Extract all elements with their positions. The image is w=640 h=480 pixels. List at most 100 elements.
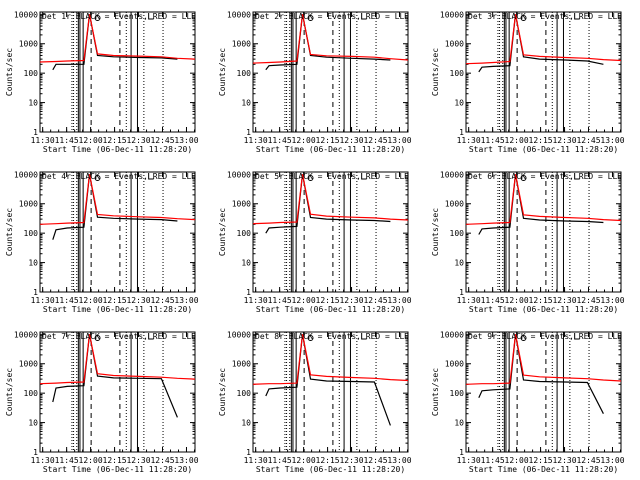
flag-circle-marker — [94, 335, 101, 341]
x-axis-label: Start Time (06-Dec-11 11:28:20) — [469, 305, 618, 314]
y-axis-label: Counts/sec — [431, 48, 440, 96]
flag-corner-marker — [361, 333, 367, 340]
y-axis-label: Counts/sec — [431, 368, 440, 416]
x-axis-label: Start Time (06-Dec-11 11:28:20) — [256, 145, 405, 154]
x-tick-label: 12:00 — [505, 136, 529, 145]
x-tick-label: 11:45 — [481, 296, 505, 305]
lld-series-line — [466, 174, 621, 225]
y-axis-label: Counts/sec — [5, 368, 14, 416]
detector-panel-9: 1 10 100 1000 10000 11:30 11:45 12:00 12:15 12:30… — [431, 330, 625, 474]
plot-frame — [252, 331, 409, 453]
data-area — [466, 12, 621, 132]
x-tick-label: 11:45 — [268, 136, 292, 145]
x-tick-label: 11:30 — [244, 296, 268, 305]
x-tick-label: 11:45 — [268, 296, 292, 305]
y-tick-label: 10000 — [227, 170, 251, 179]
y-tick-label: 10 — [28, 259, 38, 268]
x-tick-label: 13:00 — [387, 296, 411, 305]
detector-panel-6: 1 10 100 1000 10000 11:30 11:45 12:00 12:15 12:30… — [431, 170, 625, 314]
y-tick-label: 10 — [454, 259, 464, 268]
x-axis-label: Start Time (06-Dec-11 11:28:20) — [469, 465, 618, 474]
x-tick-label: 11:30 — [31, 456, 55, 465]
panel-title: Det 9r BLACK = Events, RED = LLD — [468, 332, 622, 341]
x-tick-label: 11:30 — [244, 136, 268, 145]
flag-circle-marker — [307, 15, 314, 21]
y-tick-label: 1 — [459, 128, 464, 137]
y-tick-label: 10 — [241, 259, 251, 268]
detector-panel-8: 1 10 100 1000 10000 11:30 11:45 12:00 12:15 12:30… — [218, 330, 412, 474]
x-tick-label: 11:45 — [55, 136, 79, 145]
data-area — [40, 332, 195, 452]
x-tick-label: 12:45 — [363, 136, 387, 145]
x-tick-label: 11:30 — [31, 136, 55, 145]
y-tick-label: 10000 — [227, 10, 251, 19]
x-tick-label: 11:45 — [268, 456, 292, 465]
panel-title: Det 8r BLACK = Events, RED = LLD — [255, 332, 409, 341]
x-tick-label: 13:00 — [600, 456, 624, 465]
x-axis-label: Start Time (06-Dec-11 11:28:20) — [43, 305, 192, 314]
x-axis-label: Start Time (06-Dec-11 11:28:20) — [256, 305, 405, 314]
flag-corner-marker — [361, 173, 367, 180]
y-tick-label: 10000 — [440, 10, 464, 19]
plot-frame — [39, 11, 196, 133]
x-tick-label: 13:00 — [387, 456, 411, 465]
lld-series-line — [253, 334, 408, 385]
x-tick-label: 12:00 — [292, 296, 316, 305]
x-tick-label: 11:30 — [31, 296, 55, 305]
lld-series-line — [253, 174, 408, 225]
x-tick-label: 12:15 — [316, 456, 340, 465]
flag-corner-marker — [574, 13, 580, 20]
flag-circle-marker — [520, 335, 527, 341]
y-tick-label: 10 — [454, 99, 464, 108]
flag-circle-marker — [94, 175, 101, 181]
x-tick-label: 12:45 — [576, 136, 600, 145]
x-tick-label: 12:30 — [339, 296, 363, 305]
y-tick-label: 10 — [241, 99, 251, 108]
x-tick-label: 12:30 — [552, 456, 576, 465]
flag-circle-marker — [307, 335, 314, 341]
x-tick-label: 12:45 — [150, 296, 174, 305]
y-tick-label: 10 — [454, 419, 464, 428]
x-tick-label: 13:00 — [600, 296, 624, 305]
detector-panel-2: 1 10 100 1000 10000 11:30 11:45 12:00 12:15 12:30… — [218, 10, 412, 154]
x-tick-label: 11:45 — [55, 296, 79, 305]
y-axis-label: Counts/sec — [218, 208, 227, 256]
panel-title: Det 3r BLACK = Events, RED = LLD — [468, 12, 622, 21]
x-tick-label: 12:00 — [79, 456, 103, 465]
plot-frame — [252, 171, 409, 293]
data-area — [253, 172, 408, 292]
x-tick-label: 12:45 — [150, 456, 174, 465]
x-tick-label: 12:00 — [505, 456, 529, 465]
plot-frame — [465, 171, 622, 293]
y-tick-label: 100 — [450, 389, 465, 398]
detector-panel-3: 1 10 100 1000 10000 11:30 11:45 12:00 12:15 12:30… — [431, 10, 625, 154]
y-tick-label: 1000 — [445, 200, 464, 209]
x-tick-label: 13:00 — [174, 456, 198, 465]
x-tick-label: 12:30 — [126, 136, 150, 145]
y-tick-label: 1000 — [445, 360, 464, 369]
y-tick-label: 10000 — [14, 170, 38, 179]
x-tick-label: 12:30 — [339, 136, 363, 145]
y-tick-label: 10000 — [440, 330, 464, 339]
flag-circle-marker — [520, 175, 527, 181]
y-tick-label: 1 — [33, 288, 38, 297]
data-area — [466, 172, 621, 292]
data-area — [253, 12, 408, 132]
x-tick-label: 12:30 — [126, 296, 150, 305]
x-tick-label: 12:00 — [79, 136, 103, 145]
x-tick-label: 12:00 — [292, 456, 316, 465]
x-tick-label: 12:45 — [576, 456, 600, 465]
x-tick-label: 12:15 — [103, 296, 127, 305]
lld-series-line — [466, 334, 621, 385]
x-tick-label: 12:30 — [126, 456, 150, 465]
y-tick-label: 100 — [24, 389, 39, 398]
x-tick-label: 12:15 — [316, 296, 340, 305]
y-axis-label: Counts/sec — [218, 48, 227, 96]
flag-corner-marker — [361, 13, 367, 20]
lld-series-line — [40, 174, 195, 225]
panel-title: Det 1r BLACK = Events, RED = LLD — [42, 12, 196, 21]
data-area — [466, 332, 621, 452]
x-tick-label: 12:45 — [150, 136, 174, 145]
lld-series-line — [253, 14, 408, 64]
y-tick-label: 100 — [24, 229, 39, 238]
